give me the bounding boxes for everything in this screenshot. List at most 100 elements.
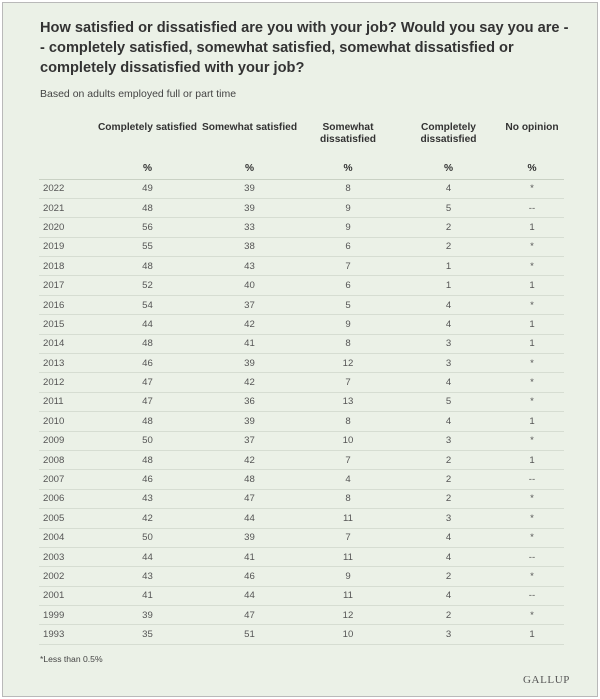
no-opinion-cell: 1 — [500, 314, 564, 335]
year-cell: 2006 — [39, 489, 95, 510]
no-opinion-cell: * — [500, 295, 564, 316]
somewhat-satisfied-cell: 42 — [200, 372, 299, 393]
no-opinion-cell: 1 — [500, 275, 564, 296]
table-row: 2012 47 42 7 4 * — [39, 372, 564, 393]
table-row: 2013 46 39 12 3 * — [39, 353, 564, 374]
no-opinion-cell: -- — [500, 469, 564, 490]
somewhat-satisfied-cell: 41 — [200, 334, 299, 355]
completely-dissatisfied-cell: 5 — [397, 198, 500, 219]
year-cell: 2010 — [39, 411, 95, 432]
completely-satisfied-cell: 50 — [95, 528, 200, 548]
completely-dissatisfied-cell: 2 — [397, 489, 500, 510]
somewhat-dissatisfied-cell: 8 — [299, 179, 397, 199]
somewhat-satisfied-cell: 47 — [200, 489, 299, 510]
completely-dissatisfied-cell: 4 — [397, 179, 500, 199]
completely-satisfied-cell: 52 — [95, 275, 200, 296]
table-row: 2004 50 39 7 4 * — [39, 528, 564, 548]
completely-dissatisfied-cell: 2 — [397, 566, 500, 587]
somewhat-satisfied-cell: 39 — [200, 179, 299, 199]
completely-dissatisfied-cell: 4 — [397, 314, 500, 335]
completely-dissatisfied-cell: 4 — [397, 528, 500, 548]
completely-satisfied-cell: 48 — [95, 450, 200, 471]
no-opinion-cell: -- — [500, 198, 564, 219]
somewhat-satisfied-cell: 42 — [200, 450, 299, 471]
no-opinion-cell: * — [500, 508, 564, 529]
completely-dissatisfied-cell: 1 — [397, 256, 500, 277]
somewhat-dissatisfied-cell: 13 — [299, 392, 397, 413]
somewhat-dissatisfied-cell: 4 — [299, 469, 397, 490]
somewhat-dissatisfied-cell: 7 — [299, 372, 397, 393]
somewhat-satisfied-cell: 43 — [200, 256, 299, 277]
somewhat-dissatisfied-cell: 9 — [299, 566, 397, 587]
completely-satisfied-cell: 35 — [95, 624, 200, 645]
no-opinion-cell: 1 — [500, 411, 564, 432]
no-opinion-cell: * — [500, 372, 564, 393]
year-cell: 2021 — [39, 198, 95, 219]
table-row: 2006 43 47 8 2 * — [39, 489, 564, 510]
completely-dissatisfied-cell: 3 — [397, 353, 500, 374]
no-opinion-cell: * — [500, 353, 564, 374]
somewhat-dissatisfied-cell: 10 — [299, 624, 397, 645]
unit-cell — [39, 159, 95, 180]
year-cell: 2005 — [39, 508, 95, 529]
somewhat-satisfied-cell: 39 — [200, 411, 299, 432]
year-cell: 2014 — [39, 334, 95, 355]
table-row: 2011 47 36 13 5 * — [39, 392, 564, 413]
no-opinion-cell: -- — [500, 547, 564, 568]
subtitle: Based on adults employed full or part ti… — [40, 88, 237, 100]
somewhat-dissatisfied-cell: 8 — [299, 334, 397, 355]
unit-cell: % — [500, 159, 564, 180]
no-opinion-cell: * — [500, 566, 564, 587]
year-cell: 2016 — [39, 295, 95, 316]
completely-dissatisfied-cell: 1 — [397, 275, 500, 296]
completely-dissatisfied-cell: 2 — [397, 217, 500, 238]
no-opinion-cell: 1 — [500, 217, 564, 238]
year-cell: 2007 — [39, 469, 95, 490]
completely-dissatisfied-cell: 2 — [397, 469, 500, 490]
somewhat-dissatisfied-cell: 8 — [299, 411, 397, 432]
no-opinion-cell: 1 — [500, 334, 564, 355]
somewhat-dissatisfied-cell: 6 — [299, 237, 397, 258]
somewhat-satisfied-cell: 37 — [200, 295, 299, 316]
somewhat-satisfied-cell: 51 — [200, 624, 299, 645]
table-row: 1993 35 51 10 3 1 — [39, 624, 564, 645]
completely-satisfied-cell: 56 — [95, 217, 200, 238]
somewhat-dissatisfied-cell: 11 — [299, 508, 397, 529]
somewhat-dissatisfied-cell: 7 — [299, 450, 397, 471]
unit-cell: % — [200, 159, 299, 180]
table-body: 2022 49 39 8 4 * 2021 48 39 9 5 -- 2020 56 33 9 2 1 2019 55… — [39, 179, 564, 645]
somewhat-satisfied-cell: 42 — [200, 314, 299, 335]
unit-cell: % — [95, 159, 200, 180]
somewhat-dissatisfied-cell: 6 — [299, 275, 397, 296]
completely-satisfied-cell: 39 — [95, 605, 200, 626]
year-cell: 2012 — [39, 372, 95, 393]
no-opinion-cell: * — [500, 179, 564, 199]
unit-cell: % — [299, 159, 397, 180]
completely-dissatisfied-cell: 3 — [397, 334, 500, 355]
year-cell: 2022 — [39, 179, 95, 199]
completely-dissatisfied-cell: 3 — [397, 508, 500, 529]
somewhat-satisfied-cell: 36 — [200, 392, 299, 413]
completely-dissatisfied-cell: 4 — [397, 411, 500, 432]
somewhat-dissatisfied-cell: 9 — [299, 198, 397, 219]
completely-satisfied-cell: 55 — [95, 237, 200, 258]
year-cell: 2002 — [39, 566, 95, 587]
footnote: *Less than 0.5% — [40, 654, 103, 664]
completely-satisfied-cell: 41 — [95, 586, 200, 607]
year-cell: 2015 — [39, 314, 95, 335]
no-opinion-cell: * — [500, 431, 564, 451]
completely-dissatisfied-cell: 5 — [397, 392, 500, 413]
page-title: How satisfied or dissatisfied are you wi… — [40, 20, 569, 76]
header-somewhat-dissatisfied: Somewhat dissatisfied — [319, 122, 377, 145]
completely-satisfied-cell: 54 — [95, 295, 200, 316]
somewhat-dissatisfied-cell: 9 — [299, 217, 397, 238]
somewhat-satisfied-cell: 44 — [200, 508, 299, 529]
table-row: 2019 55 38 6 2 * — [39, 237, 564, 258]
year-cell: 2013 — [39, 353, 95, 374]
table-row: 2017 52 40 6 1 1 — [39, 275, 564, 296]
somewhat-satisfied-cell: 39 — [200, 353, 299, 374]
table-row: 2018 48 43 7 1 * — [39, 256, 564, 277]
somewhat-satisfied-cell: 47 — [200, 605, 299, 626]
somewhat-dissatisfied-cell: 7 — [299, 528, 397, 548]
